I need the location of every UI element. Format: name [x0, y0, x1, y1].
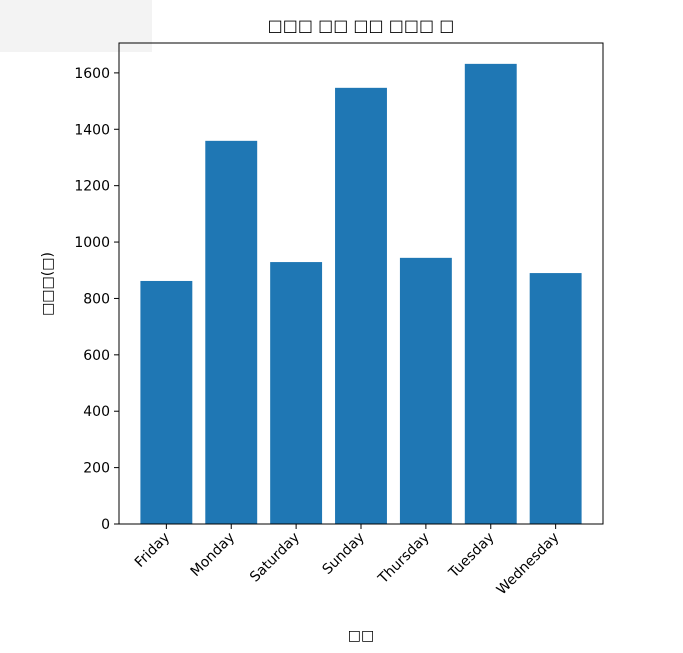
bar: [140, 280, 193, 524]
x-tick-label: Sunday: [319, 530, 367, 578]
y-tick-label: 400: [83, 404, 110, 420]
y-tick-label: 1400: [74, 122, 110, 138]
y-tick-label: 600: [83, 348, 110, 364]
axes-frame: [118, 42, 604, 525]
bar: [205, 140, 258, 525]
bar: [464, 63, 517, 524]
y-tick-label: 1600: [74, 66, 110, 82]
bar: [270, 262, 323, 524]
y-tick-label: 800: [83, 291, 110, 307]
chart-title: □□□ □□ □□ □□□ □: [268, 16, 455, 35]
x-tick-label: Friday: [132, 530, 173, 571]
y-tick-label: 1200: [74, 179, 110, 195]
bar: [399, 257, 452, 524]
y-tick-label: 1000: [74, 235, 110, 251]
y-tick-label: 0: [101, 517, 110, 533]
bar: [335, 87, 387, 525]
x-axis-label: □□: [348, 628, 374, 644]
x-tick-label: Thursday: [375, 530, 433, 588]
y-tick-label: 200: [83, 461, 110, 477]
overlay-panel: [0, 0, 152, 52]
x-tick-label: Saturday: [247, 530, 303, 586]
bar: [529, 273, 582, 524]
x-tick-label: Monday: [188, 530, 238, 580]
x-tick-label: Tuesday: [445, 530, 497, 582]
y-axis-label: □□□(□): [40, 252, 56, 316]
x-tick-label: Wednesday: [494, 530, 563, 599]
